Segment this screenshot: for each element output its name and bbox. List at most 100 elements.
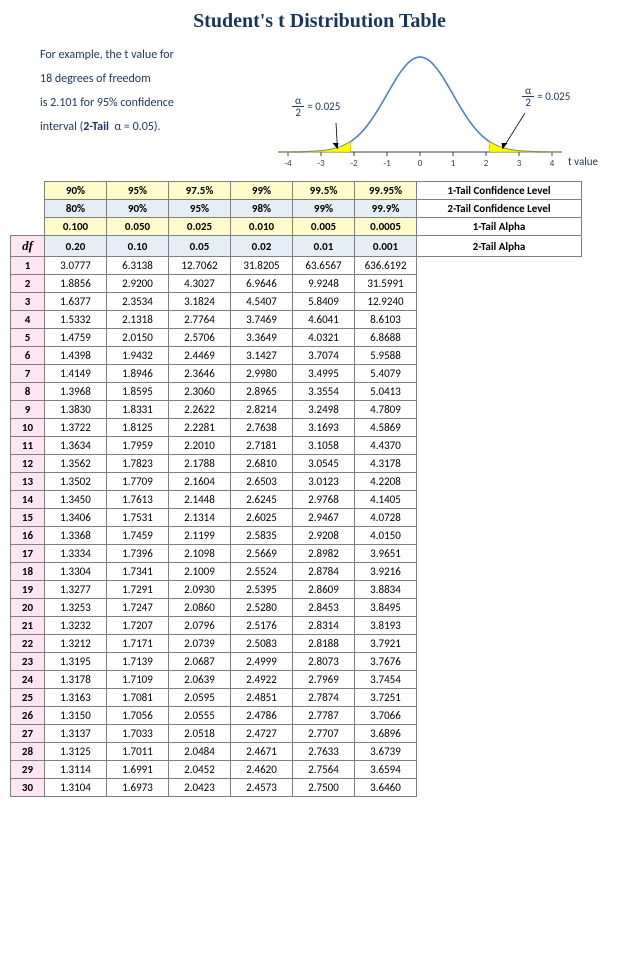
one-tail-conf-header: 90% [45, 182, 107, 200]
t-value: 2.0518 [169, 725, 231, 743]
t-value: 1.7823 [107, 455, 169, 473]
t-value: 1.8595 [107, 383, 169, 401]
t-value: 1.3150 [45, 707, 107, 725]
df-value: 28 [11, 743, 45, 761]
t-value: 1.3968 [45, 383, 107, 401]
t-value: 1.3253 [45, 599, 107, 617]
t-value: 2.8453 [293, 599, 355, 617]
t-value: 1.3502 [45, 473, 107, 491]
t-value: 2.4999 [231, 653, 293, 671]
t-value: 1.8125 [107, 419, 169, 437]
t-value: 1.3830 [45, 401, 107, 419]
intro-line: For example, the t value for [40, 43, 250, 67]
t-value: 31.8205 [231, 257, 293, 275]
t-value: 3.1693 [293, 419, 355, 437]
t-value: 3.7676 [355, 653, 417, 671]
page-title: Student's t Distribution Table [0, 0, 639, 37]
t-value: 4.3027 [169, 275, 231, 293]
two-tail-alpha-header: 0.10 [107, 236, 169, 257]
t-value: 1.6973 [107, 779, 169, 797]
t-value: 2.4671 [231, 743, 293, 761]
t-value: 4.1405 [355, 491, 417, 509]
t-value: 31.5991 [355, 275, 417, 293]
t-value: 2.2622 [169, 401, 231, 419]
svg-text:2: 2 [484, 158, 489, 169]
df-value: 11 [11, 437, 45, 455]
t-value: 2.7638 [231, 419, 293, 437]
t-value: 2.1788 [169, 455, 231, 473]
t-value: 3.1824 [169, 293, 231, 311]
t-value: 1.3212 [45, 635, 107, 653]
t-value: 1.7709 [107, 473, 169, 491]
t-value: 2.8214 [231, 401, 293, 419]
t-value: 2.4727 [231, 725, 293, 743]
t-value: 2.7707 [293, 725, 355, 743]
t-value: 2.8314 [293, 617, 355, 635]
t-value: 3.7454 [355, 671, 417, 689]
df-value: 21 [11, 617, 45, 635]
t-value: 1.3368 [45, 527, 107, 545]
svg-text:1: 1 [451, 158, 456, 169]
t-value: 2.3646 [169, 365, 231, 383]
t-value: 2.1314 [169, 509, 231, 527]
t-value: 1.6377 [45, 293, 107, 311]
t-value: 2.0452 [169, 761, 231, 779]
t-value: 2.0739 [169, 635, 231, 653]
t-value: 2.8609 [293, 581, 355, 599]
t-value: 1.7139 [107, 653, 169, 671]
df-value: 12 [11, 455, 45, 473]
t-value: 2.8188 [293, 635, 355, 653]
t-value: 1.7056 [107, 707, 169, 725]
t-value: 1.3125 [45, 743, 107, 761]
t-value: 1.3137 [45, 725, 107, 743]
t-value: 3.2498 [293, 401, 355, 419]
df-value: 26 [11, 707, 45, 725]
t-value: 2.8784 [293, 563, 355, 581]
t-value: 2.9467 [293, 509, 355, 527]
t-value: 2.5176 [231, 617, 293, 635]
one-tail-conf-header: 99.5% [293, 182, 355, 200]
t-value: 2.3534 [107, 293, 169, 311]
t-value: 2.3060 [169, 383, 231, 401]
two-tail-alpha-header: 0.02 [231, 236, 293, 257]
t-value: 2.8982 [293, 545, 355, 563]
one-tail-conf-header: 99.95% [355, 182, 417, 200]
df-value: 10 [11, 419, 45, 437]
df-value: 27 [11, 725, 45, 743]
t-value: 1.3104 [45, 779, 107, 797]
t-value: 1.3334 [45, 545, 107, 563]
df-value: 25 [11, 689, 45, 707]
t-value: 2.0595 [169, 689, 231, 707]
t-value: 3.7066 [355, 707, 417, 725]
df-value: 29 [11, 761, 45, 779]
two-tail-alpha-label: 2-Tail Alpha [417, 236, 582, 257]
t-value: 2.0930 [169, 581, 231, 599]
t-value: 3.6460 [355, 779, 417, 797]
t-value: 2.1604 [169, 473, 231, 491]
one-tail-conf-header: 99% [231, 182, 293, 200]
t-value: 2.2010 [169, 437, 231, 455]
t-value: 3.6739 [355, 743, 417, 761]
df-value: 2 [11, 275, 45, 293]
t-value: 2.6503 [231, 473, 293, 491]
df-value: 17 [11, 545, 45, 563]
one-tail-alpha-header: 0.025 [169, 218, 231, 236]
df-value: 9 [11, 401, 45, 419]
t-value: 1.7081 [107, 689, 169, 707]
t-value: 3.0777 [45, 257, 107, 275]
two-tail-conf-header: 99.9% [355, 200, 417, 218]
t-value: 2.5669 [231, 545, 293, 563]
t-value: 2.1448 [169, 491, 231, 509]
df-value: 8 [11, 383, 45, 401]
df-value: 20 [11, 599, 45, 617]
df-value: 5 [11, 329, 45, 347]
df-value: 23 [11, 653, 45, 671]
t-value: 2.0687 [169, 653, 231, 671]
two-tail-alpha-header: 0.001 [355, 236, 417, 257]
t-value: 3.6896 [355, 725, 417, 743]
one-tail-alpha-label: 1-Tail Alpha [417, 218, 582, 236]
t-value: 2.6025 [231, 509, 293, 527]
t-value: 2.1199 [169, 527, 231, 545]
t-value: 2.7874 [293, 689, 355, 707]
t-value: 3.9651 [355, 545, 417, 563]
